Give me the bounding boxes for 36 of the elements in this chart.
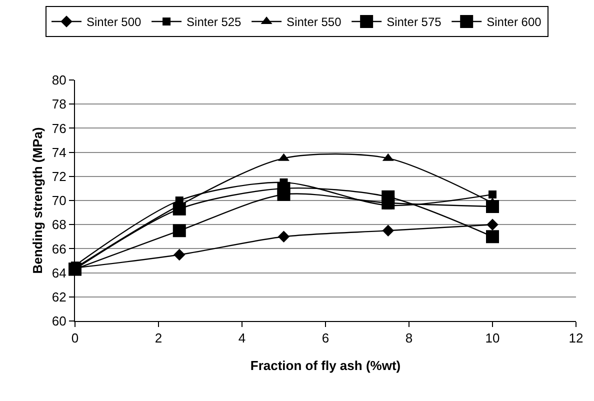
y-axis-title: Bending strength (MPa) <box>30 127 45 274</box>
legend-label: Sinter 550 <box>286 15 342 30</box>
legend-label: Sinter 575 <box>386 15 442 30</box>
y-tick-label: 60 <box>52 314 66 329</box>
x-tick-label: 2 <box>154 330 162 346</box>
x-tick-label: 8 <box>405 330 413 346</box>
point <box>174 248 186 261</box>
y-tick-label: 72 <box>52 168 66 184</box>
point <box>172 202 186 216</box>
y-tick-label: 78 <box>52 96 66 112</box>
point <box>278 230 290 242</box>
point <box>488 190 496 198</box>
point <box>382 196 395 210</box>
legend-label: Sinter 500 <box>86 15 142 30</box>
point <box>172 224 186 238</box>
legend-label: Sinter 525 <box>186 15 242 30</box>
point <box>382 224 394 236</box>
x-tick-label: 12 <box>568 330 584 346</box>
legend-label: Sinter 600 <box>486 15 542 30</box>
x-tick-label: 4 <box>238 330 246 346</box>
point <box>486 218 498 230</box>
x-tick-label: 6 <box>322 330 330 346</box>
y-tick-label: 76 <box>52 120 66 136</box>
y-tick-label: 68 <box>52 217 66 232</box>
x-axis-title: Fraction of fly ash (%wt) <box>250 358 401 373</box>
x-tick-label: 10 <box>485 330 500 346</box>
y-tick-label: 64 <box>52 265 66 280</box>
point <box>277 188 290 201</box>
y-tick-label: 62 <box>52 289 66 304</box>
y-tick-label: 80 <box>52 72 66 88</box>
y-tick-label: 66 <box>52 241 66 256</box>
y-tick-label: 74 <box>52 144 66 160</box>
x-tick-label: 0 <box>71 330 79 346</box>
point <box>486 200 499 214</box>
y-tick-label: 70 <box>52 193 66 208</box>
point <box>486 230 499 244</box>
